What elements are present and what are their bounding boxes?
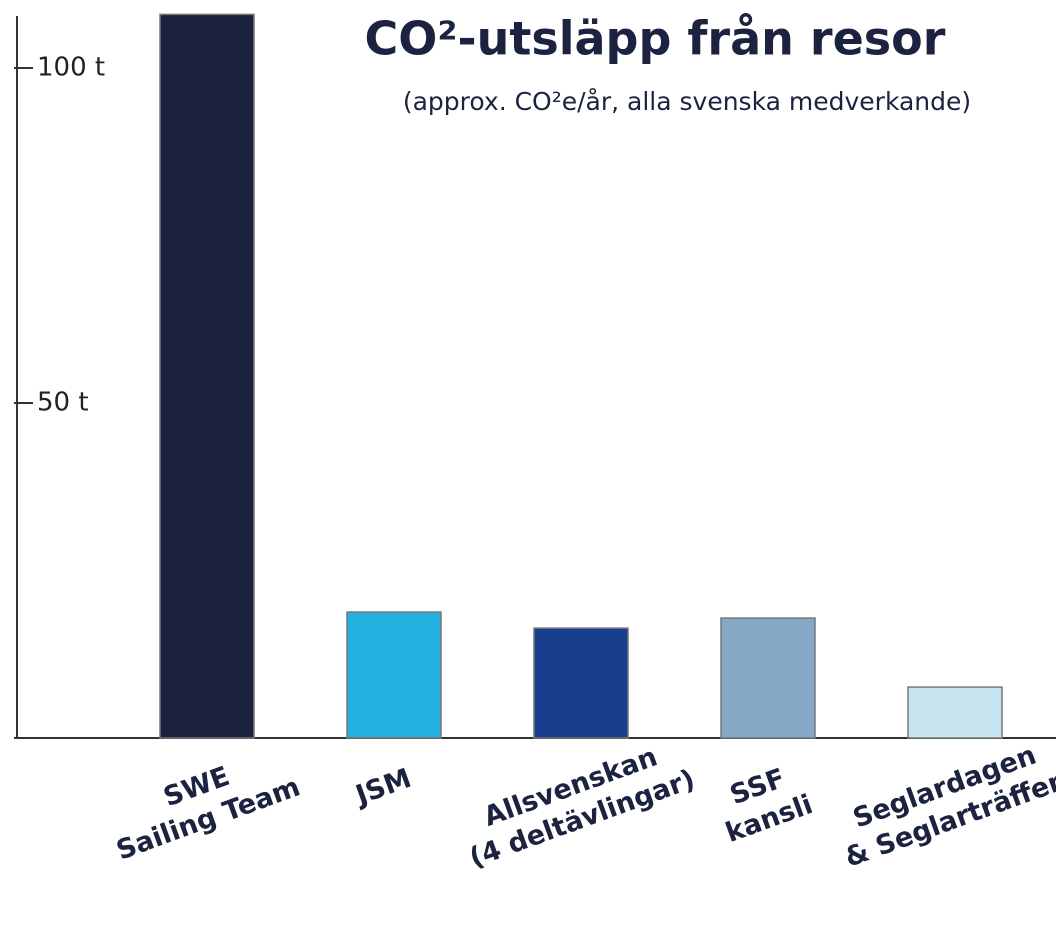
x-tick-label: Seglardagen& Seglarträffen	[841, 740, 1056, 874]
x-tick-label-line: JSM	[350, 763, 415, 812]
chart-subtitle: (approx. CO²e/år, alla svenska medverkan…	[403, 87, 971, 116]
bar	[720, 617, 816, 739]
bar	[159, 13, 255, 739]
x-tick-label: Allsvenskan(4 deltävlingar)	[466, 741, 699, 874]
bar	[346, 611, 442, 739]
y-tick-label: 100 t	[37, 53, 105, 83]
x-tick-label: JSM	[350, 763, 415, 812]
bar	[907, 686, 1003, 739]
chart-title: CO²-utsläpp från resor	[365, 12, 946, 66]
y-tick-label: 50 t	[37, 388, 89, 418]
bar	[533, 627, 629, 739]
